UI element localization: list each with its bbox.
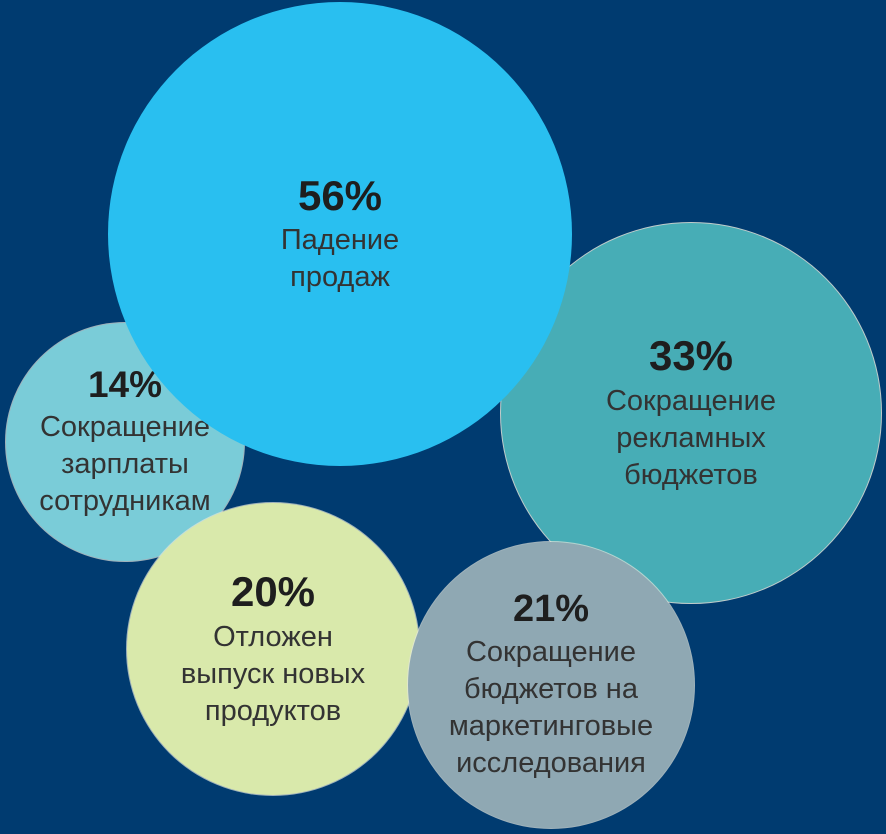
bubble-product-launch-delay-value: 20% [230,568,316,616]
bubble-ad-budget-cut-value: 33% [648,332,734,380]
bubble-sales-decline-value: 56% [297,171,383,219]
bubble-salary-cut-value: 14% [87,364,163,406]
bubble-sales-decline-label-line: продаж [290,261,390,294]
bubble-product-launch-delay-label-line: продуктов [204,694,342,727]
bubble-research-budget-cut-value: 21% [512,588,590,631]
bubble-research-budget-cut-label-line: бюджетов на [464,672,638,705]
bubble-research-budget-cut: 21% Сокращение бюджетов на маркетинговые… [408,542,694,828]
bubble-research-budget-cut-label-line: маркетинговые [448,709,654,742]
bubble-sales-decline-label-line: Падение [280,224,400,257]
bubble-ad-budget-cut-label-line: рекламных [616,421,766,454]
bubble-ad-budget-cut-label-line: бюджетов [624,458,758,491]
bubble-research-budget-cut-label-line: исследования [456,746,646,779]
bubble-ad-budget-cut-label-line: Сокращение [605,384,777,417]
bubble-research-budget-cut-label-line: Сокращение [465,635,637,668]
bubble-product-launch-delay: 20% Отложен выпуск новых продуктов [127,503,419,795]
bubble-salary-cut-label-line: Сокращение [39,410,211,443]
bubble-product-launch-delay-label-line: Отложен [213,620,333,653]
bubble-salary-cut-label-line: сотрудникам [39,484,211,517]
bubble-ad-budget-cut: 33% Сокращение рекламных бюджетов [501,223,881,603]
bubble-salary-cut-label-line: зарплаты [61,447,189,480]
bubble-sales-decline: 56% Падение продаж [108,2,572,466]
bubble-product-launch-delay-label-line: выпуск новых [180,657,366,690]
